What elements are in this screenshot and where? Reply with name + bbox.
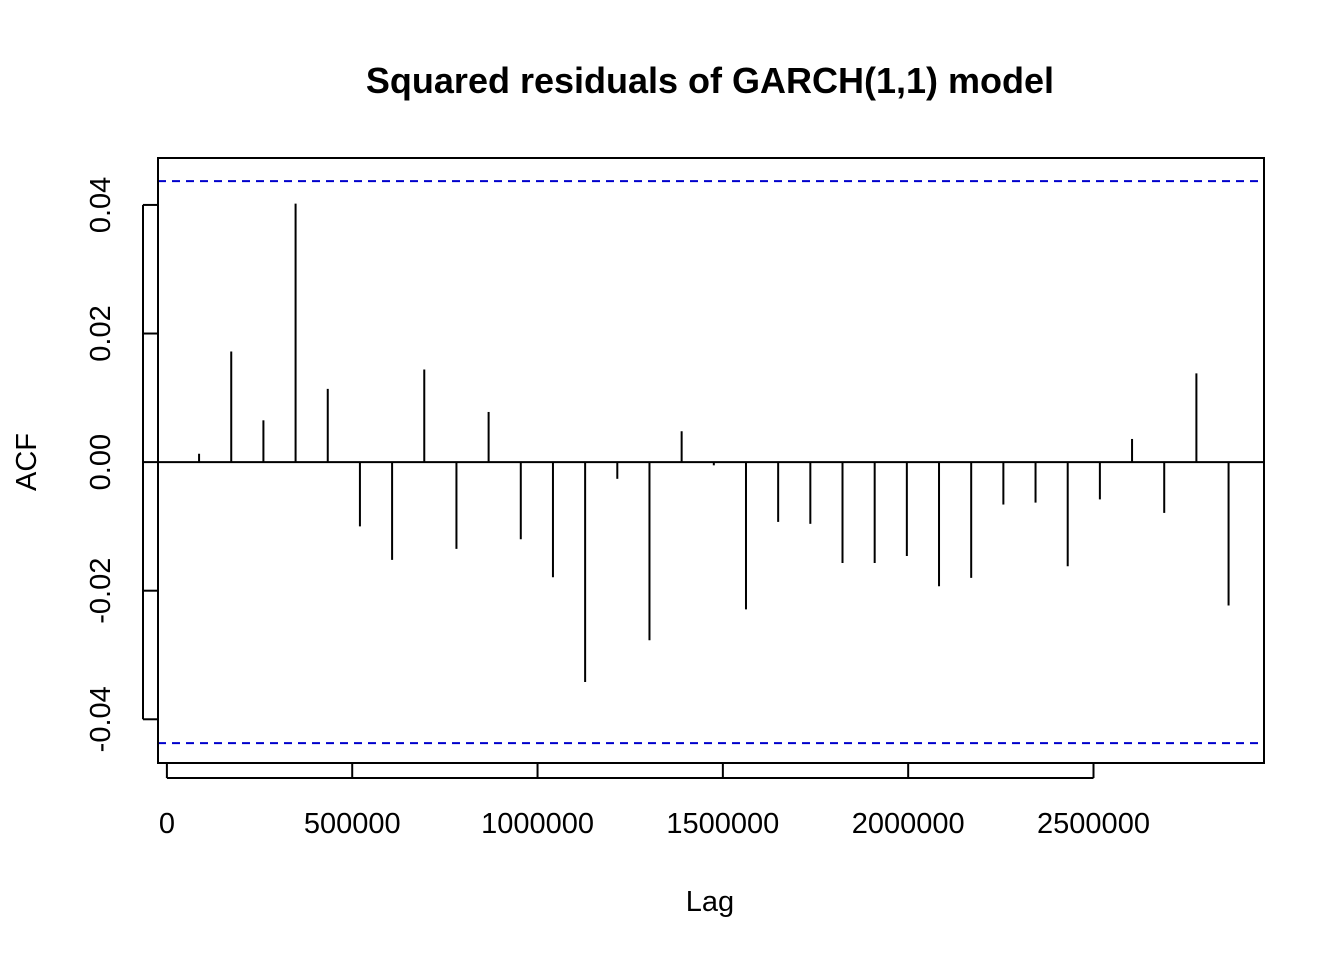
x-tick-label: 500000 — [304, 808, 401, 840]
chart-title: Squared residuals of GARCH(1,1) model — [366, 60, 1054, 101]
plot-border — [157, 157, 1265, 764]
plot-area: 0 500000 1000000 1500000 2000000 2500000 -0.04… — [85, 157, 1265, 840]
x-tick-label: 0 — [159, 808, 175, 840]
y-tick-label: -0.02 — [85, 558, 117, 624]
x-tick-label: 2500000 — [1037, 808, 1150, 840]
x-tick-label: 1000000 — [481, 808, 594, 840]
x-axis-label: Lag — [686, 886, 734, 918]
y-tick-label: 0.00 — [85, 434, 117, 490]
x-tick-label: 1500000 — [666, 808, 779, 840]
y-tick-label: -0.04 — [85, 686, 117, 752]
y-tick-label: 0.04 — [85, 177, 117, 233]
y-tick-label: 0.02 — [85, 305, 117, 361]
x-tick-label: 2000000 — [852, 808, 965, 840]
y-axis-label: ACF — [11, 433, 43, 491]
